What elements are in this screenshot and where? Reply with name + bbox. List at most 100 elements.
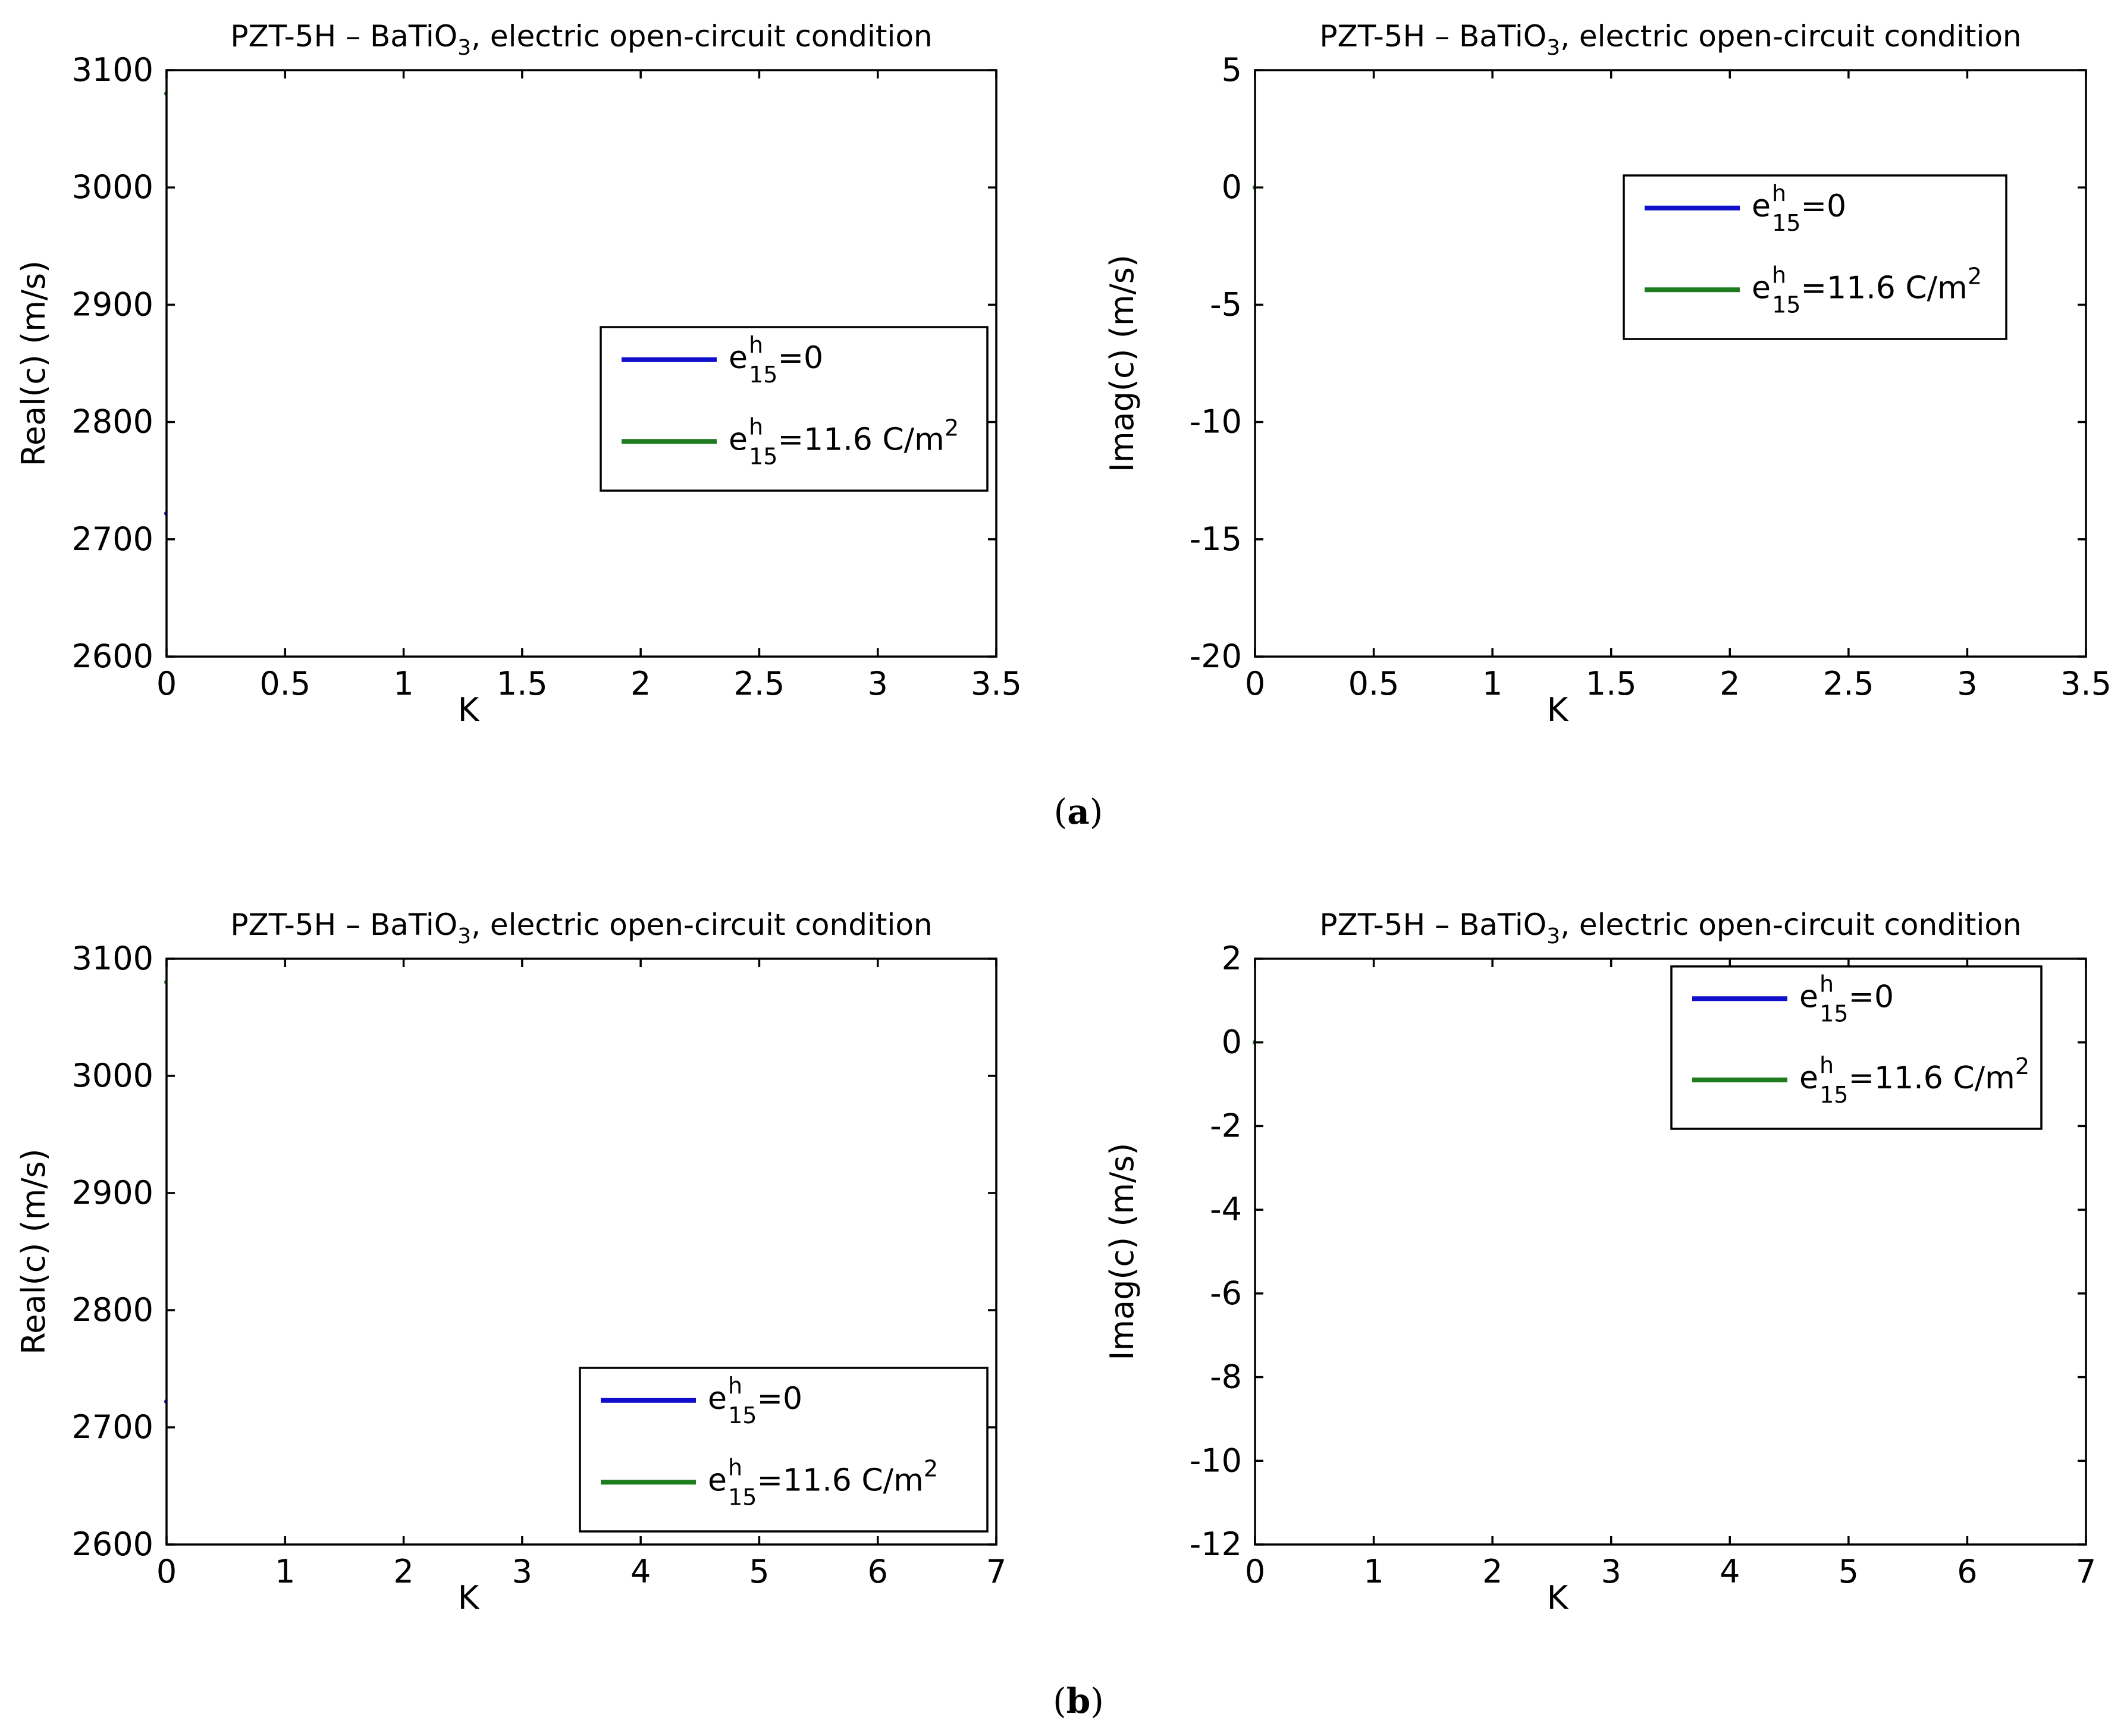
- x-tick-label: 1.5: [497, 665, 548, 702]
- chart-title-suffix: , electric open-circuit condition: [471, 908, 933, 942]
- panel-label-b-letter: b: [1066, 1681, 1091, 1721]
- legend-tail: =0: [1800, 189, 1846, 224]
- x-tick-label: 1: [275, 1553, 295, 1590]
- legend-box: [1623, 174, 2007, 340]
- panel-label-a-open: (: [1054, 792, 1068, 832]
- legend-tail: =0: [777, 340, 823, 376]
- x-tick-label: 2.5: [733, 665, 785, 702]
- x-axis-label: K: [458, 691, 480, 729]
- axes-box: [1254, 69, 2087, 658]
- legend-sup-h: h: [1772, 262, 1786, 288]
- y-tick-label: -15: [1190, 520, 1242, 558]
- x-tick-label: 5: [749, 1553, 769, 1590]
- legend-sub-15: 15: [1772, 291, 1800, 318]
- legend-tail: =11.6 C/m: [777, 422, 944, 457]
- y-tick-label: 3000: [72, 168, 153, 206]
- legend-e: e: [729, 422, 748, 457]
- legend-entry-e15h-zero: eh 15=0: [1799, 971, 1894, 1026]
- y-tick-label: 3000: [72, 1057, 153, 1094]
- y-tick-label: -2: [1210, 1107, 1242, 1144]
- chart-title: PZT-5H – BaTiO3, electric open-circuit c…: [1319, 19, 2021, 60]
- y-axis-label: Imag(c) (m/s): [1103, 1143, 1141, 1361]
- legend-tail-sup: 2: [945, 415, 959, 441]
- y-tick-label: -5: [1210, 285, 1242, 323]
- legend-tail-sup: 2: [924, 1455, 938, 1481]
- panel-label-a-letter: a: [1067, 792, 1090, 832]
- legend-entry-e15h-zero: eh 15=0: [708, 1373, 802, 1429]
- legend-tail: =11.6 C/m: [757, 1462, 923, 1498]
- legend-sub-15: 15: [749, 443, 777, 469]
- legend-sub-15: 15: [1772, 210, 1800, 236]
- y-tick-label: 0: [1222, 168, 1242, 206]
- x-tick-label: 7: [986, 1553, 1006, 1590]
- legend-box: [600, 326, 989, 492]
- y-tick-label: 2800: [72, 1291, 153, 1329]
- x-tick-label: 0: [1245, 1553, 1265, 1590]
- legend-sub-15: 15: [728, 1402, 757, 1429]
- y-axis-label: Real(c) (m/s): [15, 260, 52, 466]
- legend-entry-e15h-11-6: eh 15=11.6 C/m2: [1752, 262, 1982, 318]
- legend-entry-e15h-zero: eh 15=0: [729, 332, 823, 388]
- x-tick-label: 6: [1957, 1553, 1977, 1590]
- x-tick-label: 3: [512, 1553, 532, 1590]
- legend-entry-e15h-11-6: eh 15=11.6 C/m2: [1799, 1052, 2029, 1108]
- x-axis-label: K: [1547, 1579, 1569, 1616]
- y-tick-label: 2700: [72, 520, 153, 558]
- y-tick-label: -10: [1190, 1442, 1242, 1479]
- legend-entry-e15h-zero: eh 15=0: [1752, 180, 1846, 236]
- y-tick-label: 2700: [72, 1408, 153, 1446]
- y-tick-label: -6: [1210, 1274, 1242, 1312]
- chart-title-prefix: PZT-5H – BaTiO: [230, 908, 457, 942]
- chart-title: PZT-5H – BaTiO3, electric open-circuit c…: [1319, 908, 2021, 949]
- legend-sup-h: h: [728, 1373, 742, 1399]
- legend-sup-h: h: [1819, 1052, 1834, 1078]
- y-tick-label: 2600: [72, 1525, 153, 1563]
- x-tick-label: 1.5: [1586, 665, 1637, 702]
- chart-title-prefix: PZT-5H – BaTiO: [1319, 19, 1546, 54]
- x-tick-label: 2: [1720, 665, 1740, 702]
- legend-e: e: [708, 1462, 727, 1498]
- legend-tail: =11.6 C/m: [1800, 270, 1967, 306]
- y-tick-label: -10: [1190, 403, 1242, 441]
- legend-tail-sup: 2: [2015, 1053, 2029, 1079]
- legend-e: e: [1799, 1060, 1818, 1096]
- x-tick-label: 2: [1482, 1553, 1502, 1590]
- y-tick-label: 0: [1222, 1024, 1242, 1061]
- legend-sup-h: h: [1772, 180, 1786, 206]
- legend-sup-h: h: [728, 1454, 742, 1480]
- legend: eh 15=0eh 15=11.6 C/m2: [579, 1367, 989, 1533]
- chart-title-suffix: , electric open-circuit condition: [1560, 19, 2022, 54]
- x-tick-label: 0: [1245, 665, 1265, 702]
- legend-sup-h: h: [1819, 971, 1834, 997]
- x-tick-label: 5: [1839, 1553, 1859, 1590]
- chart-title: PZT-5H – BaTiO3, electric open-circuit c…: [230, 19, 932, 60]
- chart-title-suffix: , electric open-circuit condition: [471, 19, 933, 54]
- x-axis-label: K: [1547, 691, 1569, 729]
- legend-e: e: [729, 340, 748, 376]
- chart-title-subscript: 3: [1546, 924, 1560, 949]
- x-tick-label: 1: [1363, 1553, 1384, 1590]
- x-tick-label: 3: [868, 665, 888, 702]
- y-tick-label: 3100: [72, 51, 153, 89]
- x-tick-label: 2: [630, 665, 651, 702]
- legend-e: e: [1752, 189, 1771, 224]
- y-axis-label: Imag(c) (m/s): [1103, 255, 1141, 472]
- x-tick-label: 1: [393, 665, 413, 702]
- legend-box: [1670, 965, 2043, 1130]
- chart-title-prefix: PZT-5H – BaTiO: [1319, 908, 1546, 942]
- x-tick-label: 0.5: [259, 665, 310, 702]
- panel-label-a: (a): [1054, 792, 1103, 832]
- y-tick-label: 3100: [72, 940, 153, 977]
- legend-tail: =11.6 C/m: [1848, 1060, 2015, 1096]
- legend: eh 15=0eh 15=11.6 C/m2: [600, 326, 989, 492]
- panel-label-b-close: ): [1090, 1681, 1104, 1721]
- y-tick-label: -12: [1190, 1525, 1242, 1563]
- y-tick-label: 5: [1222, 51, 1242, 89]
- x-tick-label: 6: [868, 1553, 888, 1590]
- legend-e: e: [1799, 979, 1818, 1015]
- legend: eh 15=0 eh 15=11.6 C/m2: [1670, 965, 2043, 1130]
- x-tick-label: 0.5: [1348, 665, 1400, 702]
- legend-sup-h: h: [749, 332, 763, 358]
- legend-entry-e15h-11-6: eh 15=11.6 C/m2: [729, 413, 959, 469]
- x-tick-label: 3.5: [971, 665, 1022, 702]
